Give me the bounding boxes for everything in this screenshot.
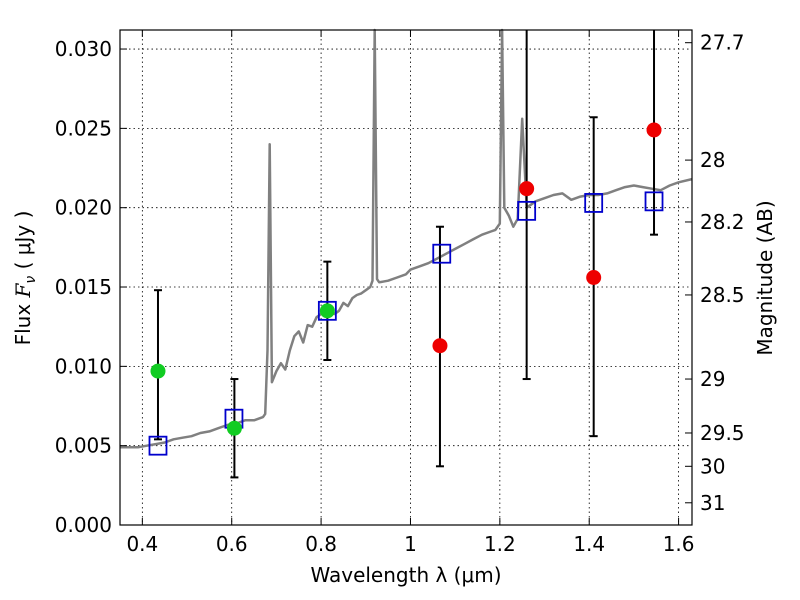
upper_limits-point xyxy=(646,122,662,138)
model-photometry-square xyxy=(584,193,604,213)
detections-point xyxy=(150,363,166,379)
x-tick-label: 1.6 xyxy=(663,532,695,556)
y2-tick-label: 30 xyxy=(700,454,725,478)
y-label-f: F xyxy=(11,282,35,298)
upper_limits-point xyxy=(586,270,602,285)
y-tick-label: 0.010 xyxy=(55,354,112,378)
model-photometry-square xyxy=(432,243,452,264)
detections-point xyxy=(319,303,335,319)
y-tick-label: 0.030 xyxy=(55,37,112,61)
y-tick-label: 0.025 xyxy=(55,116,112,140)
x-axis-label: Wavelength λ (μm) xyxy=(310,563,501,587)
grid xyxy=(120,30,692,526)
axis-ticks: 0.4 0.6 0.8 1 1.2 1.4 1.6 0.000 0.005 0.010 0.015 0… xyxy=(55,30,745,556)
y-label-prefix: Flux xyxy=(11,297,35,345)
y-tick-label: 0.015 xyxy=(55,275,112,299)
model-photometry-square xyxy=(517,200,537,221)
y2-tick-label: 31 xyxy=(700,491,725,515)
y-tick-label: 0.000 xyxy=(55,513,112,537)
plot-frame xyxy=(119,29,693,526)
model-photometry-square xyxy=(148,435,168,456)
y2-tick-label: 28.5 xyxy=(700,283,745,307)
y-tick-label: 0.020 xyxy=(55,196,112,220)
upper_limits-point xyxy=(519,181,535,197)
detections-point xyxy=(226,420,242,436)
x-tick-label: 1.2 xyxy=(484,532,516,556)
model-spectrum xyxy=(120,28,693,449)
x-tick-label: 1.4 xyxy=(573,532,605,556)
y-label-unit: ( μJy ) xyxy=(11,211,35,276)
markers xyxy=(148,122,664,456)
x-tick-label: 0.6 xyxy=(216,532,248,556)
y-axis-label: Flux Fν ( μJy ) xyxy=(11,211,39,346)
model-photometry-square xyxy=(644,191,664,212)
model-spectrum-line xyxy=(120,28,693,449)
x-tick-label: 0.8 xyxy=(305,532,337,556)
x-tick-label: 1 xyxy=(404,532,417,556)
y2-tick-label: 27.7 xyxy=(700,31,745,55)
y2-tick-label: 28 xyxy=(700,148,725,172)
y2-tick-label: 29.5 xyxy=(700,421,745,445)
upper_limits-point xyxy=(432,338,448,354)
y2-tick-label: 28.2 xyxy=(700,210,745,234)
model-photometry-square xyxy=(317,300,337,321)
y-label-nu: ν xyxy=(23,276,39,284)
y-tick-label: 0.005 xyxy=(55,434,112,458)
x-tick-label: 0.4 xyxy=(126,532,158,556)
y2-tick-label: 29 xyxy=(700,367,725,391)
y2-axis-label: Magnitude (AB) xyxy=(753,200,777,355)
